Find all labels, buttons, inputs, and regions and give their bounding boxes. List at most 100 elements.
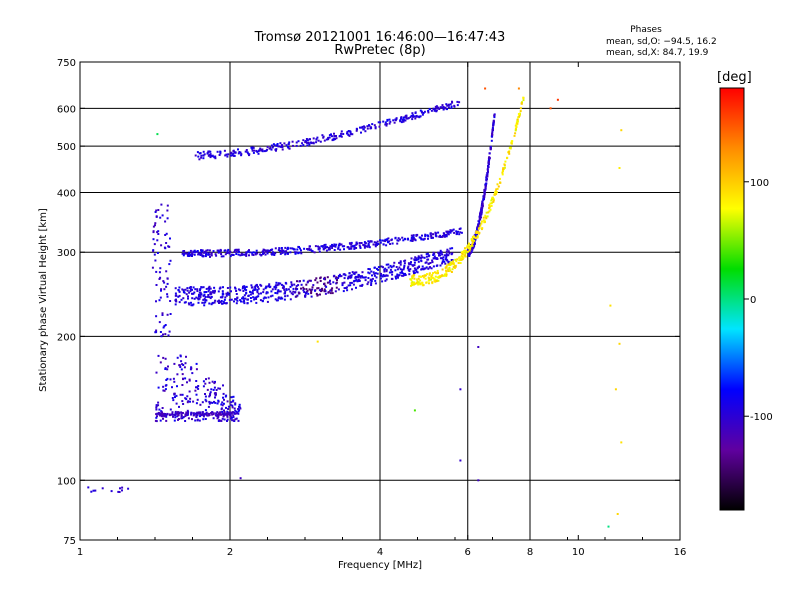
data-point [187,417,190,420]
data-point [447,106,450,109]
data-point [289,251,292,254]
data-point [333,274,336,277]
data-point [202,157,205,160]
data-point [243,294,246,297]
data-point [434,234,437,237]
data-point [457,262,460,264]
data-point [208,288,211,291]
data-point [292,287,295,290]
data-point [208,414,211,416]
data-point [441,260,444,263]
data-point [262,288,265,291]
data-point [412,114,415,117]
data-point [295,285,298,288]
data-point [364,279,367,282]
data-point [302,139,305,142]
data-point [380,272,382,275]
data-point [445,256,448,259]
data-point [166,412,169,415]
data-point [489,208,492,211]
data-point [257,292,260,295]
data-point [154,259,157,262]
data-point [409,116,412,119]
data-point [333,244,335,247]
data-point [518,114,521,117]
data-point [118,491,121,493]
data-point [259,147,262,150]
data-point [269,285,272,288]
data-point [155,406,158,409]
data-point [328,136,331,139]
data-point [213,286,216,289]
data-point [288,147,291,150]
data-point [481,205,484,208]
data-point [283,142,286,145]
data-point [426,234,429,237]
data-point [293,248,295,251]
data-point [284,246,287,249]
data-point [253,288,256,291]
data-point [439,249,442,252]
data-point [159,331,162,333]
data-point [312,137,315,140]
data-point [481,200,484,203]
data-point [409,263,412,266]
data-point [209,156,212,159]
data-point [283,288,286,291]
data-point [504,160,507,163]
data-point [443,235,446,238]
data-point [247,250,250,253]
data-point [211,291,214,294]
data-point [305,291,308,293]
data-point [178,290,181,293]
data-point [441,235,444,238]
data-point [205,252,208,255]
colorbar-tick-label: 0 [750,295,756,306]
data-point [425,266,428,269]
data-point [358,244,361,247]
data-point [181,373,184,376]
data-point [520,102,523,105]
data-point [444,258,447,261]
data-point [389,243,392,245]
data-point [359,284,362,287]
data-point [174,287,177,290]
data-point [317,139,320,142]
data-point [401,268,404,271]
data-point [234,298,237,301]
data-point [155,270,158,273]
data-point [173,392,176,395]
data-point [213,400,215,403]
data-point [281,146,284,149]
data-point [383,239,386,242]
data-point [234,402,237,405]
data-point [231,419,234,422]
data-point [447,254,450,257]
data-point [484,214,487,217]
data-point [385,263,388,266]
data-point [331,245,334,247]
data-point [368,268,371,271]
data-point [202,415,205,418]
data-point [226,415,229,418]
data-point [415,234,418,236]
data-point [389,268,392,271]
data-point [219,296,222,299]
data-point [497,185,500,188]
data-point [437,279,440,282]
data-point [226,410,229,413]
data-point [154,419,157,422]
data-point [412,270,415,273]
data-point [382,274,385,277]
data-point [162,326,165,329]
data-point [277,249,280,252]
data-point [522,96,525,99]
data-point [435,264,438,267]
data-point [178,405,180,408]
data-point [399,119,402,122]
data-point [172,415,174,418]
data-point [279,297,282,300]
data-point [476,236,479,239]
data-point [173,380,176,383]
data-point [274,252,277,255]
